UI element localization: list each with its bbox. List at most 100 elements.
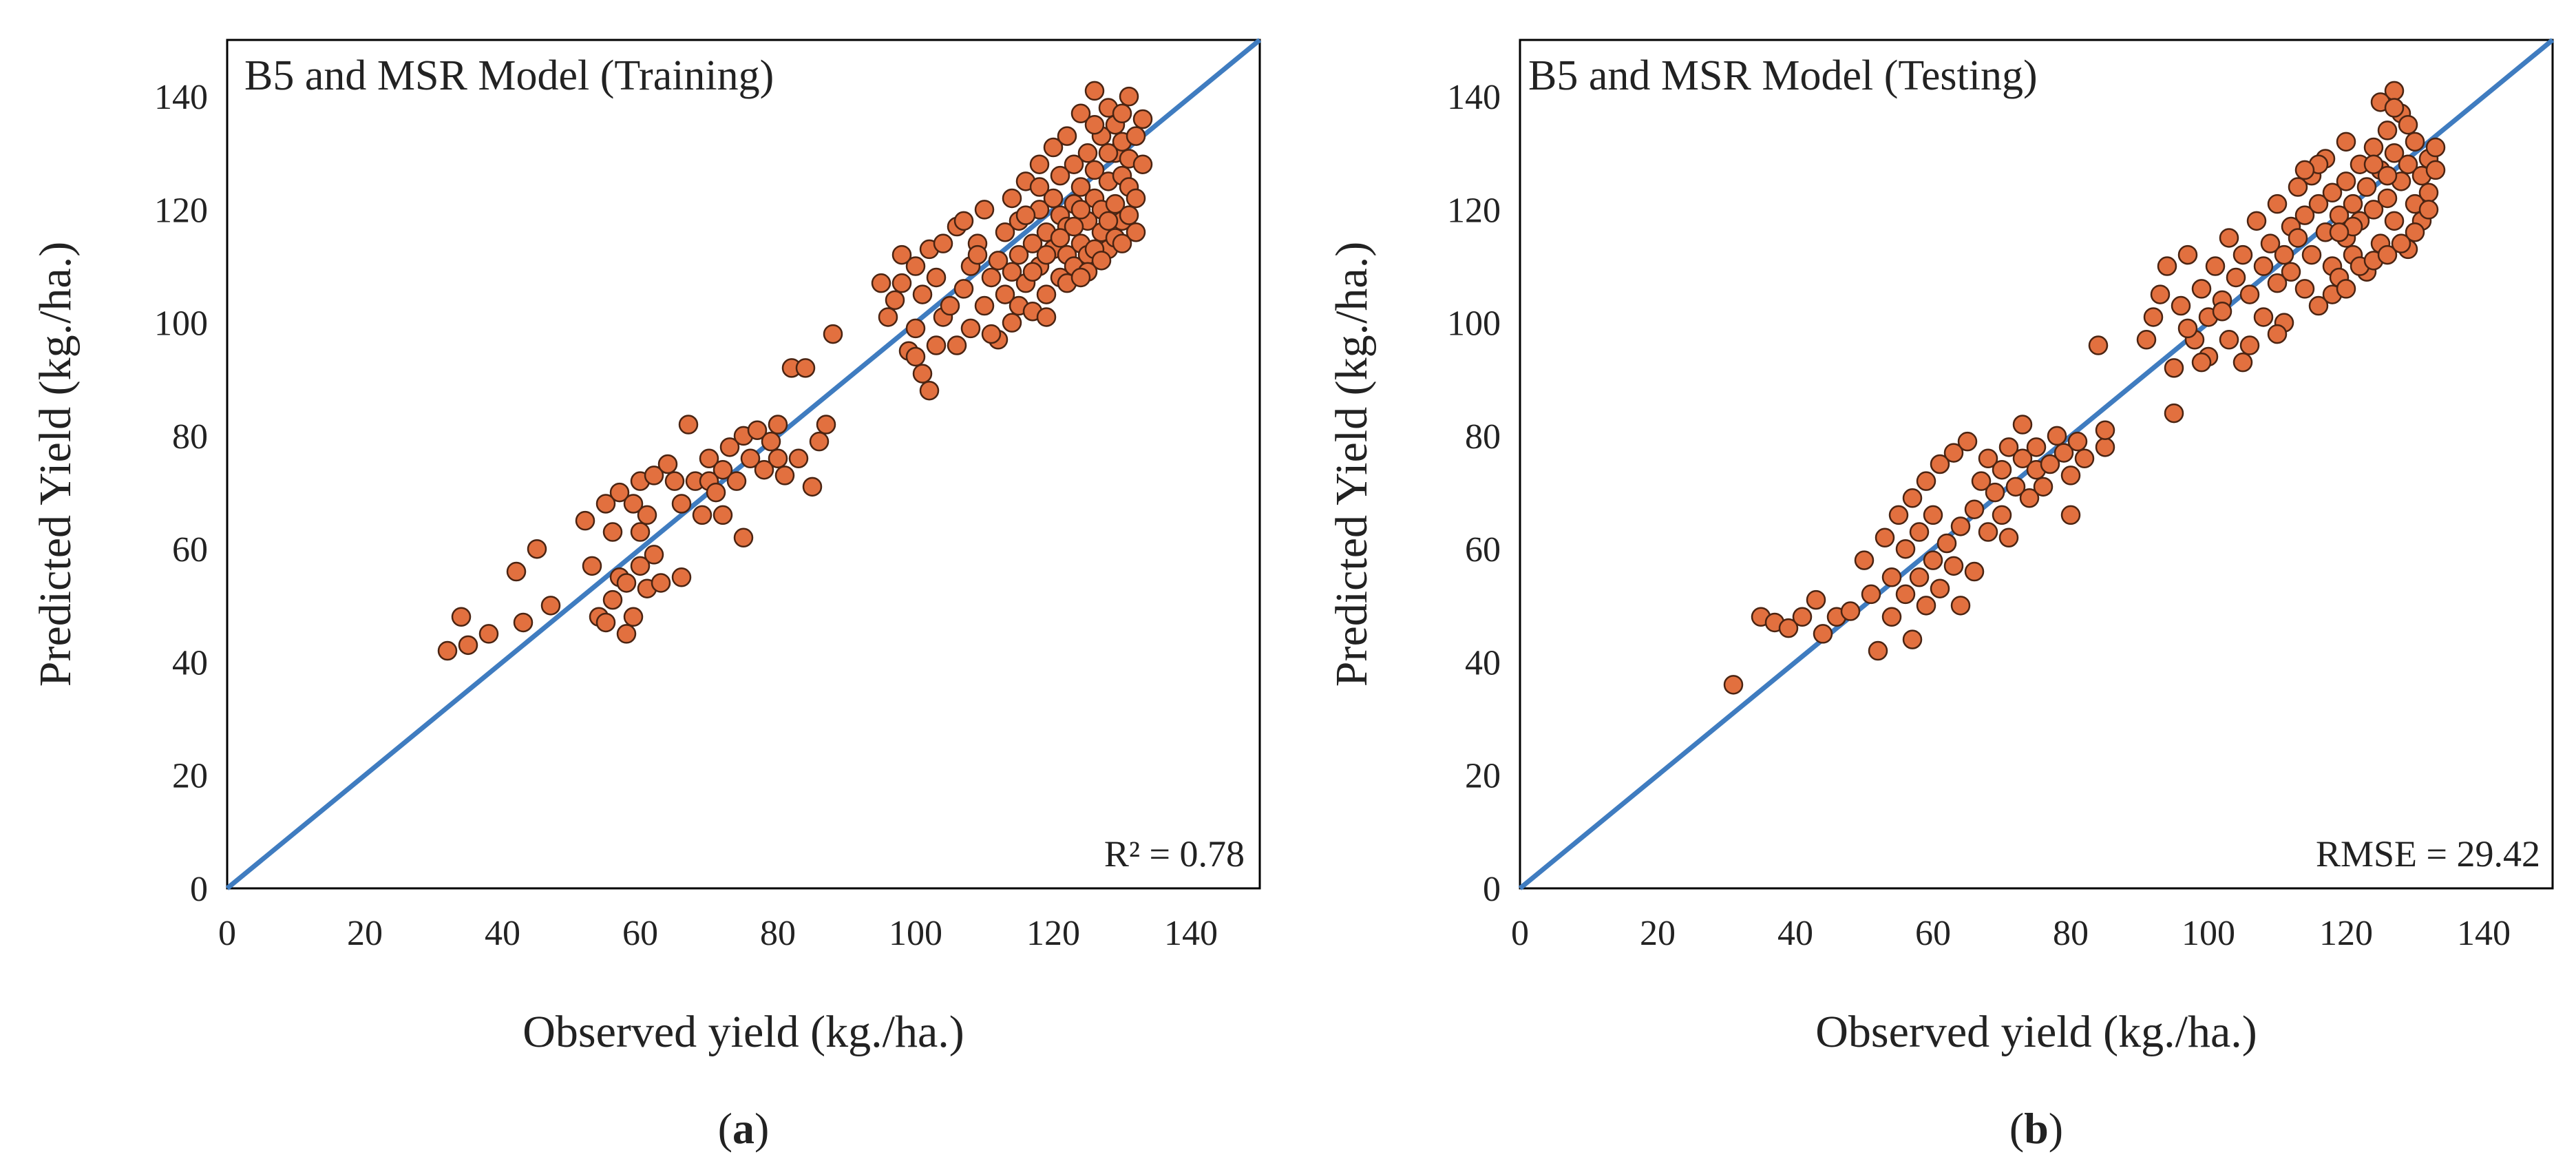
panel-b-point-149 (2239, 335, 2260, 355)
panel-b-point-19 (1902, 488, 1923, 508)
panel-a-point-18 (616, 624, 637, 644)
panel-a-point-148 (1070, 200, 1091, 220)
panel-a-point-11 (595, 612, 616, 633)
panel-b-point-132 (2418, 182, 2439, 203)
panel-b-point-108 (2343, 194, 2363, 214)
panel-b-y-tick-120: 120 (1447, 191, 1501, 230)
panel-a-point-108 (1057, 126, 1077, 146)
panel-b-point-53 (2054, 443, 2074, 463)
panel-b-point-9 (1854, 550, 1875, 570)
panel-b-x-axis-title: Observed yield (kg./ha.) (1815, 1007, 2257, 1057)
panel-a-point-4 (506, 561, 527, 582)
panel-a-point-53 (788, 448, 809, 469)
panel-b-point-27 (1930, 454, 1950, 474)
panel-a-point-39 (712, 459, 733, 480)
panel-b-point-70 (2191, 279, 2212, 299)
panel-a-point-17 (616, 573, 637, 593)
panel-b-point-61 (2136, 330, 2157, 350)
panel-a-point-28 (651, 573, 671, 593)
panel-b-caption: (b) (2009, 1104, 2063, 1153)
panel-b-x-tick-labels: 0 20 40 60 80 100 120 140 (1511, 914, 2511, 953)
panel-a-point-58 (823, 324, 843, 344)
panel-a-point-117 (1077, 143, 1098, 163)
panel-a-caption: (a) (718, 1104, 770, 1153)
panel-a-point-80 (974, 295, 995, 316)
panel-b-point-98 (2308, 194, 2329, 214)
panel-b-point-97 (2308, 295, 2329, 316)
panel-a-point-30 (664, 471, 685, 491)
panel-b-point-153 (2363, 154, 2384, 174)
panel-b-point-18 (1902, 629, 1923, 649)
panel-b-point-90 (2281, 262, 2301, 282)
panel-b-point-63 (2150, 284, 2171, 304)
panel-a-point-0 (437, 640, 458, 661)
panel-b-point-80 (2239, 284, 2260, 304)
panel-a-point-67 (912, 284, 933, 304)
panel-a-point-82 (981, 267, 1002, 288)
panel-b-x-tick-80: 80 (2053, 914, 2089, 953)
panel-b-point-114 (2363, 137, 2384, 158)
panel-a-point-143 (1029, 177, 1050, 197)
panel-a-point-38 (706, 482, 726, 503)
panel-b-y-tick-80: 80 (1465, 417, 1501, 457)
panel-a-title: B5 and MSR Model (Training) (244, 52, 774, 99)
panel-b-point-78 (2232, 244, 2253, 265)
panel-b-point-12 (1875, 527, 1895, 548)
panel-a-x-tick-40: 40 (485, 914, 520, 953)
panel-a-point-76 (953, 279, 974, 299)
panel-b-point-126 (2398, 154, 2418, 174)
panel-a-y-tick-140: 140 (154, 78, 208, 117)
panel-a-point-138 (1126, 188, 1146, 209)
panel-b-point-93 (2294, 279, 2315, 299)
panel-a-point-70 (926, 267, 947, 288)
panel-a-point-73 (940, 295, 960, 316)
panel-a-point-120 (1084, 81, 1105, 101)
panel-a-point-9 (582, 556, 602, 576)
panel-b-caption-open: ( (2009, 1104, 2024, 1153)
panel-a-point-86 (995, 284, 1015, 304)
panel-a-point-25 (637, 505, 657, 525)
panel-a-point-115 (1070, 177, 1091, 197)
panel-a-y-tick-60: 60 (172, 530, 208, 570)
panel-a-point-161 (1036, 307, 1057, 327)
panel-a-point-166 (926, 335, 947, 355)
panel-a-point-155 (1119, 205, 1139, 225)
panel-b-point-4 (1792, 607, 1813, 627)
panel-a-point-5 (513, 612, 534, 633)
panel-a-point-158 (1084, 114, 1105, 135)
panel-a-point-78 (960, 318, 981, 339)
panel-b-point-14 (1881, 607, 1902, 627)
panel-b-point-65 (2164, 358, 2184, 378)
panel-b-point-42 (1998, 437, 2019, 457)
panel-b-point-26 (1930, 578, 1950, 598)
panel-a-point-94 (1022, 233, 1043, 253)
panel-b-point-148 (2267, 324, 2288, 344)
panel-a-x-tick-120: 120 (1026, 914, 1080, 953)
panel-b-point-25 (1923, 505, 1943, 525)
panel-b-point-50 (2033, 477, 2054, 497)
panel-a-point-112 (1064, 154, 1084, 174)
panel-b-point-84 (2260, 233, 2281, 253)
panel-a-point-88 (1002, 188, 1022, 209)
panel-b-point-60 (2095, 420, 2115, 440)
panel-b-point-122 (2384, 143, 2405, 163)
panel-a-point-40 (712, 505, 733, 525)
panel-a-point-42 (726, 471, 747, 491)
panel-b-point-77 (2226, 267, 2246, 288)
panel-b-point-136 (2336, 279, 2356, 299)
panel-a-point-81 (974, 200, 995, 220)
panel-b-point-45 (2012, 448, 2033, 469)
panel-a-point-65 (905, 256, 926, 276)
panel-a-point-85 (995, 222, 1015, 242)
panel-b-point-37 (1978, 522, 1998, 542)
panel-a-caption-open: ( (718, 1104, 732, 1153)
panel-b-point-17 (1895, 584, 1916, 605)
panel-a-point-154 (1112, 233, 1132, 253)
panel-b-point-0 (1723, 675, 1744, 695)
panel-a-point-35 (692, 505, 712, 525)
panel-b-point-59 (2095, 437, 2115, 457)
panel-b-point-58 (2088, 335, 2109, 355)
panel-a-point-139 (1132, 154, 1153, 174)
panel-b-point-151 (2191, 352, 2212, 373)
panel-b-point-21 (1909, 567, 1930, 587)
